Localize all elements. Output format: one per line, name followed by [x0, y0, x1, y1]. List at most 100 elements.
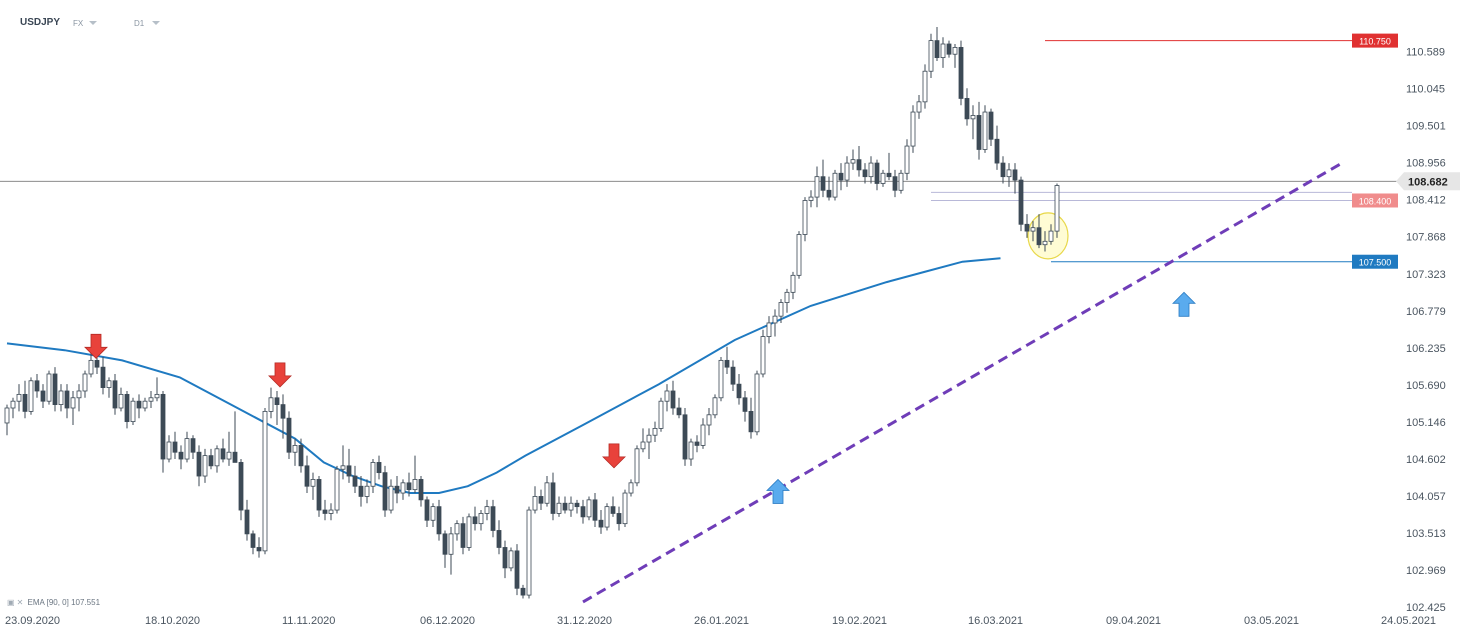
candle-body — [94, 359, 100, 368]
candle-body — [628, 482, 634, 494]
candle-body — [298, 445, 304, 467]
candle-body — [700, 424, 706, 446]
candle-body — [676, 407, 682, 416]
candle-body — [478, 513, 484, 525]
candle-body — [874, 162, 880, 184]
candle-body — [304, 465, 310, 487]
buy-arrow-2 — [1172, 291, 1196, 317]
highlight-circle — [1027, 212, 1069, 260]
resistance-tag: 110.750 — [1359, 37, 1391, 47]
candle-body — [430, 506, 436, 521]
candle-body — [364, 485, 370, 497]
market-dropdown-icon[interactable] — [89, 21, 97, 25]
candle-body — [1012, 169, 1018, 181]
trendline — [582, 161, 1343, 604]
candle-body — [844, 162, 850, 181]
candle-body — [724, 359, 730, 368]
candle-body — [634, 448, 640, 484]
y-tick-label: 102.425 — [1406, 602, 1446, 614]
current-price-tag: 108.682 — [1408, 176, 1448, 188]
candle-body — [256, 547, 262, 552]
candle-body — [250, 533, 256, 548]
x-tick-label: 03.05.2021 — [1244, 615, 1299, 627]
candle-body — [160, 393, 166, 460]
candle-body — [820, 176, 826, 191]
eye-off-icon[interactable]: ▣ — [7, 598, 15, 607]
candle-body — [1000, 162, 1006, 178]
candle-body — [268, 397, 274, 412]
timeframe-label[interactable]: D1 — [134, 19, 145, 28]
candle-body — [760, 336, 766, 375]
candle-body — [1036, 227, 1042, 246]
candle-body — [196, 451, 202, 477]
candle-body — [442, 533, 448, 555]
candle-body — [166, 441, 172, 460]
zone-tag: 108.400 — [1359, 196, 1392, 206]
candle-body — [940, 43, 946, 59]
candle-body — [76, 390, 82, 399]
candle-body — [10, 400, 16, 409]
candle-body — [706, 414, 712, 426]
ema-line — [6, 257, 1001, 494]
indicator-legend: ▣ ✕ EMA [90, 0] 107.551 — [7, 598, 100, 607]
candle-body — [958, 47, 964, 99]
candle-body — [664, 390, 670, 402]
timeframe-dropdown-icon[interactable] — [152, 21, 160, 25]
candle-body — [556, 502, 562, 514]
candle-body — [136, 400, 142, 409]
x-tick-label: 24.05.2021 — [1381, 615, 1436, 627]
candle-body — [190, 438, 196, 453]
candle-body — [484, 506, 490, 514]
candle-body — [58, 390, 64, 405]
candle-body — [736, 383, 742, 399]
candle-body — [796, 234, 802, 276]
candle-body — [592, 499, 598, 521]
candle-body — [4, 407, 10, 424]
candle-body — [928, 40, 934, 72]
candle-body — [850, 159, 856, 164]
y-tick-label: 107.323 — [1406, 269, 1446, 281]
candle-body — [688, 441, 694, 460]
close-icon[interactable]: ✕ — [16, 598, 24, 607]
x-tick-label: 23.09.2020 — [5, 615, 60, 627]
x-tick-label: 11.11.2020 — [282, 615, 335, 627]
candle-body — [88, 359, 94, 375]
candle-body — [604, 506, 610, 528]
candle-body — [862, 169, 868, 178]
candle-body — [730, 366, 736, 385]
candle-body — [646, 434, 652, 443]
y-tick-label: 104.602 — [1406, 454, 1446, 466]
candle-body — [394, 485, 400, 494]
candle-body — [238, 462, 244, 511]
candle-body — [118, 393, 124, 409]
candle-body — [472, 516, 478, 525]
candle-body — [412, 479, 418, 491]
candle-body — [574, 502, 580, 508]
candle-body — [328, 509, 334, 514]
market-label[interactable]: FX — [73, 19, 84, 28]
candle-body — [100, 366, 106, 388]
symbol-label[interactable]: USDJPY — [20, 17, 61, 28]
candle-body — [220, 448, 226, 460]
candle-body — [790, 274, 796, 293]
sell-arrow-1 — [84, 333, 108, 359]
candle-body — [352, 475, 358, 487]
candle-body — [496, 530, 502, 548]
x-tick-label: 16.03.2021 — [968, 615, 1023, 627]
candle-body — [742, 397, 748, 412]
candle-body — [40, 390, 46, 402]
candle-body — [184, 438, 190, 460]
candle-body — [754, 373, 760, 433]
candle-body — [82, 373, 88, 392]
candle-body — [286, 417, 292, 453]
candle-body — [64, 390, 70, 409]
candle-body — [682, 414, 688, 460]
candle-body — [448, 533, 454, 555]
support-tag-bg — [1352, 254, 1398, 269]
y-tick-label: 104.057 — [1406, 491, 1446, 503]
x-tick-label: 18.10.2020 — [145, 615, 200, 627]
candle-body — [616, 513, 622, 525]
candle-body — [670, 390, 676, 409]
